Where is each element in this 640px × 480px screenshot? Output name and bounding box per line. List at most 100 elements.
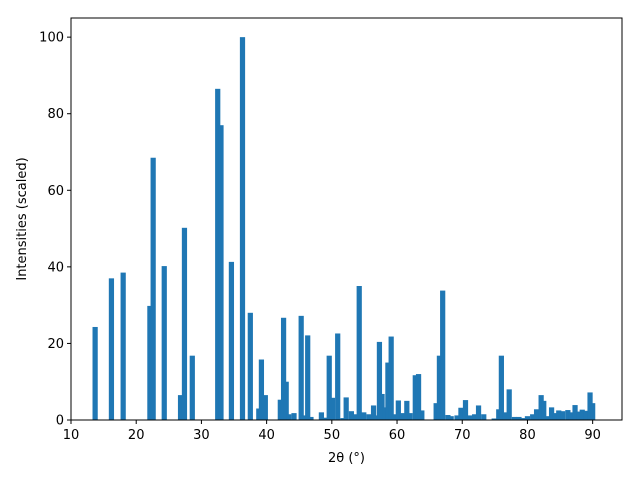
bar xyxy=(318,412,325,420)
x-tick-label: 20 xyxy=(128,428,145,443)
bar xyxy=(552,413,558,420)
bar xyxy=(583,410,589,420)
bar xyxy=(391,414,397,420)
bar xyxy=(305,335,311,420)
bar xyxy=(530,414,536,420)
bar xyxy=(298,315,304,420)
bar xyxy=(481,414,487,420)
y-tick-label: 40 xyxy=(47,260,64,275)
x-tick-label: 60 xyxy=(389,428,406,443)
bar xyxy=(280,317,287,420)
y-axis-ticks: 0 20 40 60 80 100 xyxy=(39,31,71,429)
bar xyxy=(415,374,422,420)
bar xyxy=(407,413,413,420)
bar xyxy=(286,414,292,420)
bar xyxy=(472,414,478,420)
bar xyxy=(356,286,362,420)
bar xyxy=(326,355,332,420)
bar xyxy=(177,395,184,420)
bar xyxy=(533,409,540,420)
bar xyxy=(218,125,224,420)
bar xyxy=(343,397,349,420)
bar xyxy=(370,405,377,420)
x-tick-label: 30 xyxy=(193,428,210,443)
bar xyxy=(404,400,410,420)
bar xyxy=(108,278,115,420)
bar xyxy=(348,411,354,420)
bar xyxy=(247,312,253,420)
bar xyxy=(379,393,385,420)
bar xyxy=(448,416,454,420)
y-tick-label: 0 xyxy=(56,414,64,429)
bar xyxy=(277,399,283,420)
bar xyxy=(548,407,555,420)
bar xyxy=(283,381,289,420)
plot-frame xyxy=(70,17,623,421)
bar xyxy=(524,416,531,420)
x-axis-ticks: 10 20 30 40 50 60 70 80 90 xyxy=(63,420,601,443)
bar xyxy=(323,417,329,420)
bar xyxy=(568,412,574,420)
bar xyxy=(475,405,482,420)
bar xyxy=(565,410,571,420)
y-axis-label: Intensities (scaled) xyxy=(15,157,30,280)
y-tick-label: 20 xyxy=(47,337,64,352)
bar xyxy=(329,397,336,420)
bar xyxy=(147,305,153,420)
bar xyxy=(399,413,405,420)
bar xyxy=(376,341,383,420)
bar xyxy=(541,400,547,420)
bar xyxy=(458,407,464,420)
bar xyxy=(353,414,359,420)
bar xyxy=(590,403,596,420)
bar xyxy=(340,418,346,420)
bar xyxy=(239,37,246,420)
bar xyxy=(419,410,425,420)
bar xyxy=(467,415,473,420)
bar xyxy=(556,410,562,420)
bar xyxy=(433,403,439,420)
x-axis-label: 2θ (°) xyxy=(328,451,365,466)
x-tick-label: 40 xyxy=(258,428,275,443)
bar xyxy=(462,400,469,420)
bar xyxy=(366,414,372,420)
x-tick-label: 90 xyxy=(584,428,601,443)
bar xyxy=(516,416,522,420)
bar xyxy=(361,412,367,420)
bar xyxy=(454,415,460,420)
bar xyxy=(228,261,235,420)
y-tick-label: 80 xyxy=(47,107,64,122)
bar xyxy=(258,359,265,420)
bar xyxy=(308,416,314,420)
bar xyxy=(335,333,341,420)
bar xyxy=(560,411,566,420)
bar xyxy=(502,412,508,420)
bar xyxy=(491,418,497,420)
bar xyxy=(120,272,126,420)
y-tick-label: 60 xyxy=(47,184,64,199)
bar xyxy=(511,416,518,420)
bar xyxy=(150,157,156,421)
bar xyxy=(412,375,418,420)
bar xyxy=(576,411,582,420)
x-tick-label: 10 xyxy=(63,428,80,443)
x-tick-label: 80 xyxy=(519,428,536,443)
x-tick-label: 50 xyxy=(324,428,341,443)
bar xyxy=(520,418,527,420)
bar xyxy=(440,290,446,420)
bar xyxy=(215,88,221,420)
bar xyxy=(572,405,578,420)
bar xyxy=(385,362,391,420)
bar xyxy=(382,407,388,420)
bar xyxy=(545,416,551,420)
bar xyxy=(181,227,188,420)
bar xyxy=(395,400,401,420)
bar xyxy=(436,355,443,420)
y-tick-label: 100 xyxy=(39,31,64,46)
bar xyxy=(388,336,394,420)
bar xyxy=(189,355,195,420)
bar xyxy=(161,266,167,420)
bar xyxy=(291,413,297,420)
